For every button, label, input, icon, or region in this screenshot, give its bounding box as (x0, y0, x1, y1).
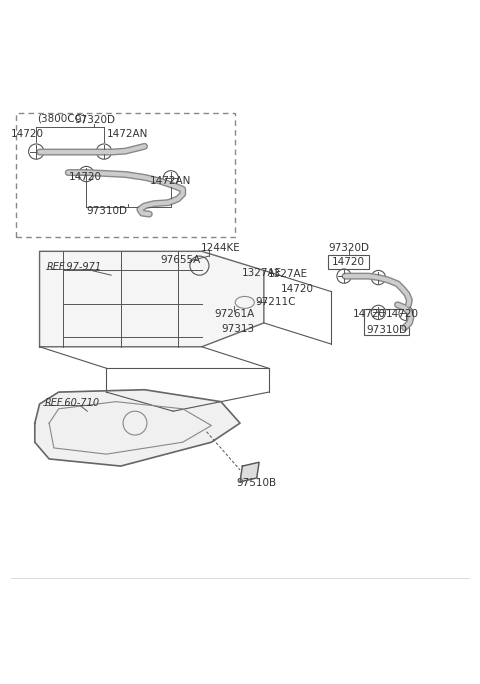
Text: 97310D: 97310D (86, 206, 127, 215)
Polygon shape (39, 251, 264, 347)
Polygon shape (240, 462, 259, 482)
Text: 97320D: 97320D (74, 115, 115, 125)
Polygon shape (35, 390, 240, 466)
Text: 97313: 97313 (221, 324, 254, 334)
Text: 97310D: 97310D (366, 325, 407, 335)
Text: 1244KE: 1244KE (201, 243, 241, 252)
Text: 14720: 14720 (281, 284, 314, 293)
Text: 97320D: 97320D (328, 243, 369, 252)
Text: 97655A: 97655A (160, 255, 201, 265)
Text: 97261A: 97261A (214, 309, 254, 319)
Text: 1327AE: 1327AE (241, 268, 282, 278)
Text: 97510B: 97510B (237, 478, 277, 488)
Text: 1327AE: 1327AE (268, 269, 308, 279)
Text: 97211C: 97211C (255, 298, 296, 307)
Text: 1472AN: 1472AN (150, 176, 192, 185)
Text: 14720: 14720 (352, 309, 385, 319)
Text: 14720: 14720 (69, 172, 101, 183)
Text: REF.60-710: REF.60-710 (44, 398, 99, 408)
Text: (3800CC): (3800CC) (37, 114, 86, 124)
Text: REF.97-971: REF.97-971 (47, 262, 102, 272)
Text: 14720: 14720 (11, 129, 44, 140)
Text: 14720: 14720 (332, 257, 365, 267)
Text: 14720: 14720 (386, 309, 419, 319)
Text: 1472AN: 1472AN (107, 129, 148, 140)
